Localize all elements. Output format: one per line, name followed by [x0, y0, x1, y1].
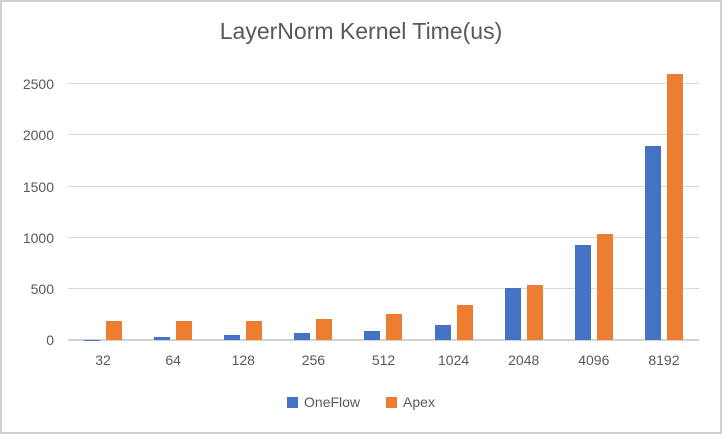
category-group-4096 — [559, 69, 629, 340]
bar-apex-1024 — [456, 305, 473, 340]
bar-oneflow-512 — [364, 330, 381, 340]
bar-apex-4096 — [596, 233, 613, 340]
x-tick-label-32: 32 — [95, 352, 111, 368]
bar-oneflow-256 — [294, 332, 311, 340]
x-tick-label-128: 128 — [231, 352, 255, 368]
x-tick-label-1024: 1024 — [438, 352, 470, 368]
gridline-2000 — [68, 134, 699, 136]
gridline-500 — [68, 287, 699, 289]
gridline-1500 — [68, 185, 699, 187]
x-tick-label-2048: 2048 — [508, 352, 540, 368]
x-tick-label-8192: 8192 — [648, 352, 680, 368]
bar-groups — [68, 69, 699, 340]
category-group-64 — [138, 69, 208, 340]
y-tick-label-1500: 1500 — [22, 178, 54, 195]
x-tick-label-64: 64 — [165, 352, 181, 368]
plot-area — [68, 69, 699, 341]
category-group-128 — [208, 69, 278, 340]
bar-oneflow-1024 — [434, 325, 451, 340]
bar-oneflow-4096 — [574, 245, 591, 340]
gridline-0 — [68, 339, 699, 341]
bar-apex-8192 — [666, 74, 683, 340]
y-tick-label-2500: 2500 — [22, 76, 54, 93]
bar-oneflow-128 — [224, 335, 241, 340]
legend-item-oneflow: OneFlow — [287, 394, 360, 410]
bar-oneflow-32 — [84, 339, 101, 340]
legend-label-apex: Apex — [403, 394, 435, 410]
x-tick-label-256: 256 — [301, 352, 326, 368]
legend-label-oneflow: OneFlow — [304, 394, 361, 410]
category-group-512 — [348, 69, 418, 340]
legend-item-apex: Apex — [386, 394, 435, 410]
legend-swatch-apex — [386, 396, 398, 408]
chart-title: LayerNorm Kernel Time(us) — [219, 18, 503, 44]
y-tick-label-500: 500 — [30, 280, 54, 297]
x-axis-labels: 32 64 128 256 512 1024 2048 4096 8192 — [68, 352, 699, 368]
y-tick-label-1000: 1000 — [22, 229, 54, 246]
bar-oneflow-8192 — [644, 145, 661, 340]
bar-apex-32 — [106, 320, 123, 340]
x-tick-label-4096: 4096 — [578, 352, 610, 368]
bar-apex-2048 — [526, 284, 543, 340]
gridline-2500 — [68, 83, 699, 85]
y-axis-labels: 0 500 1000 1500 2000 2500 — [2, 69, 54, 348]
gridline-1000 — [68, 236, 699, 238]
y-tick-label-0: 0 — [46, 332, 54, 348]
category-group-8192 — [629, 69, 699, 340]
category-group-32 — [68, 69, 138, 340]
category-group-1024 — [419, 69, 489, 340]
category-group-2048 — [489, 69, 559, 340]
bar-oneflow-64 — [154, 336, 171, 340]
bar-apex-256 — [316, 319, 333, 340]
x-tick-label-512: 512 — [371, 352, 396, 368]
legend: OneFlow Apex — [2, 394, 720, 410]
bar-oneflow-2048 — [504, 288, 521, 340]
bar-apex-64 — [176, 320, 193, 340]
y-tick-label-2000: 2000 — [22, 127, 54, 144]
category-group-256 — [278, 69, 348, 340]
legend-swatch-oneflow — [287, 396, 299, 408]
bar-apex-512 — [386, 314, 403, 340]
bar-apex-128 — [246, 320, 263, 340]
